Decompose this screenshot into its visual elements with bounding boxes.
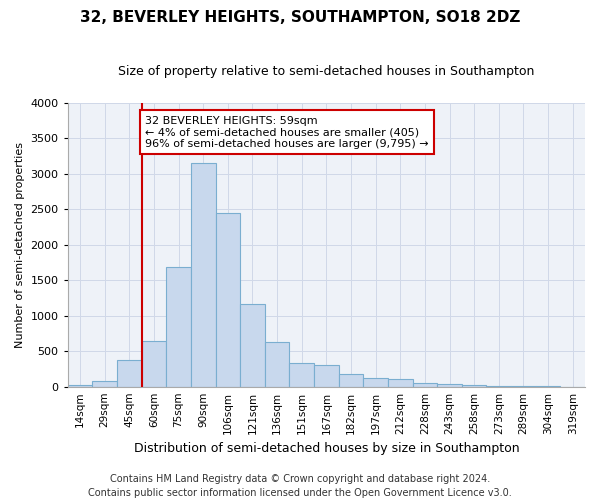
Text: Contains HM Land Registry data © Crown copyright and database right 2024.
Contai: Contains HM Land Registry data © Crown c… bbox=[88, 474, 512, 498]
Bar bbox=[191, 163, 215, 386]
Bar bbox=[314, 364, 338, 386]
X-axis label: Distribution of semi-detached houses by size in Southampton: Distribution of semi-detached houses by … bbox=[134, 442, 519, 455]
Bar bbox=[117, 360, 142, 386]
Text: 32, BEVERLEY HEIGHTS, SOUTHAMPTON, SO18 2DZ: 32, BEVERLEY HEIGHTS, SOUTHAMPTON, SO18 … bbox=[80, 10, 520, 25]
Bar bbox=[215, 213, 240, 386]
Bar bbox=[437, 384, 462, 386]
Title: Size of property relative to semi-detached houses in Southampton: Size of property relative to semi-detach… bbox=[118, 65, 535, 78]
Bar bbox=[289, 364, 314, 386]
Bar bbox=[68, 385, 92, 386]
Bar bbox=[166, 268, 191, 386]
Text: 32 BEVERLEY HEIGHTS: 59sqm
← 4% of semi-detached houses are smaller (405)
96% of: 32 BEVERLEY HEIGHTS: 59sqm ← 4% of semi-… bbox=[145, 116, 429, 149]
Bar bbox=[413, 383, 437, 386]
Bar bbox=[364, 378, 388, 386]
Bar bbox=[388, 379, 413, 386]
Bar bbox=[92, 380, 117, 386]
Bar bbox=[142, 340, 166, 386]
Y-axis label: Number of semi-detached properties: Number of semi-detached properties bbox=[15, 142, 25, 348]
Bar bbox=[265, 342, 289, 386]
Bar bbox=[240, 304, 265, 386]
Bar bbox=[338, 374, 364, 386]
